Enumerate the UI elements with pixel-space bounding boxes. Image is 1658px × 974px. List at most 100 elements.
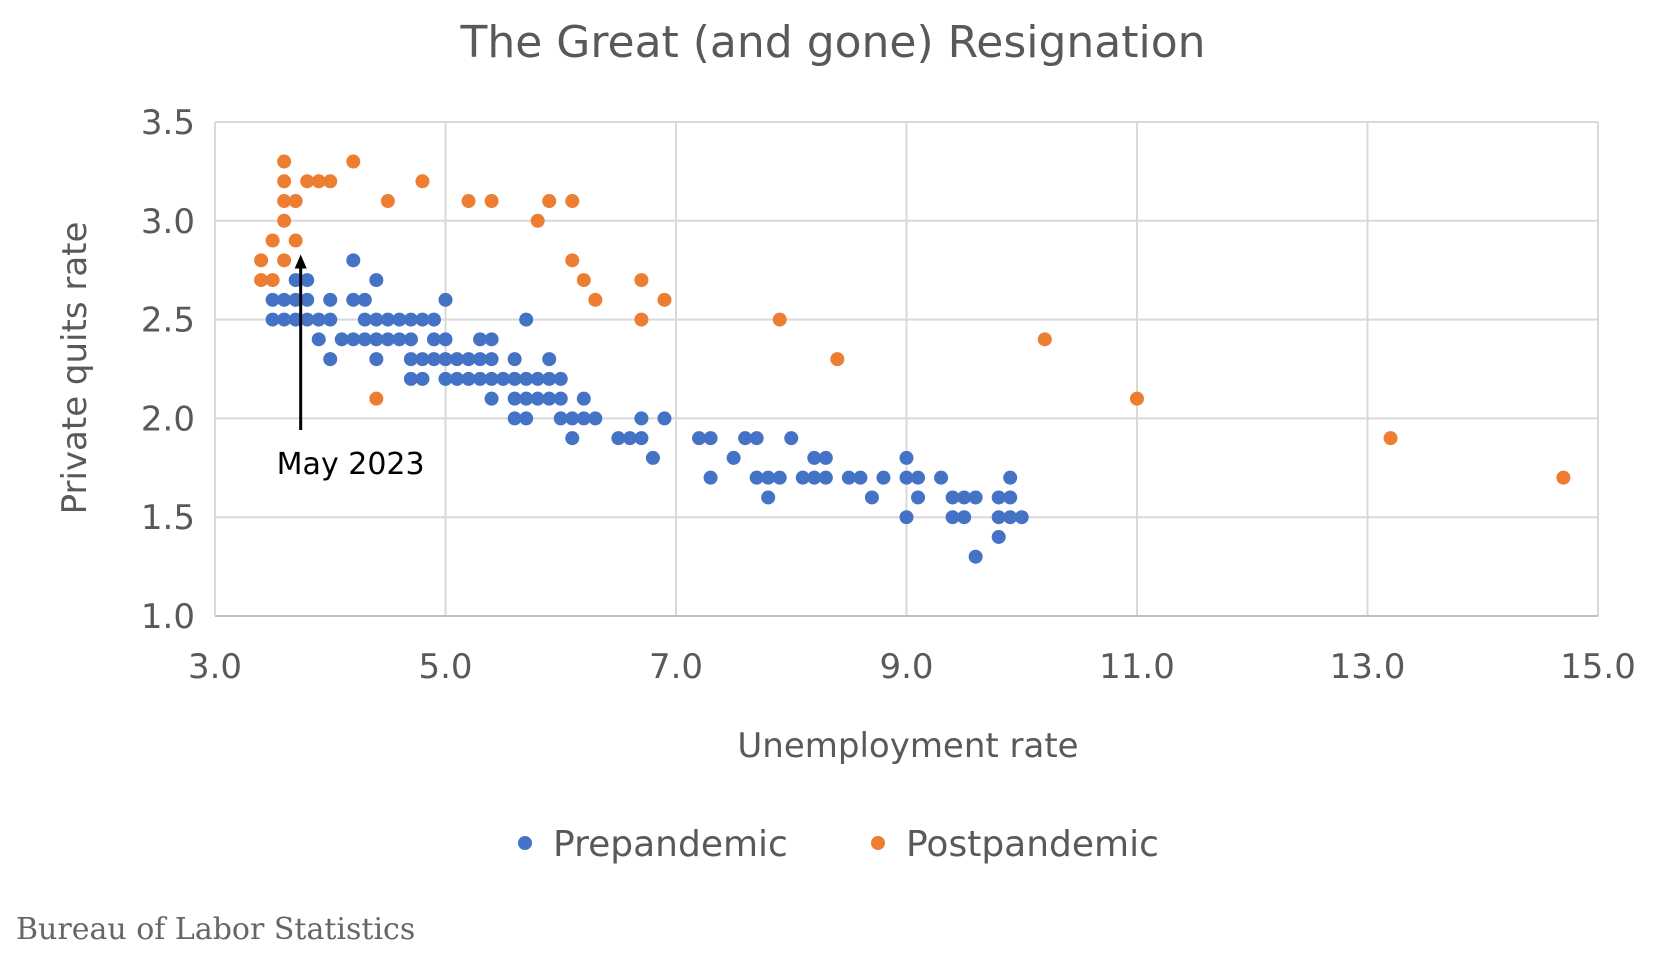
data-point <box>634 273 649 288</box>
data-point <box>254 273 269 288</box>
data-point <box>1037 332 1052 347</box>
data-point <box>530 391 545 406</box>
data-point <box>784 431 799 446</box>
data-point <box>542 352 557 367</box>
data-point <box>622 431 637 446</box>
data-point <box>380 194 395 209</box>
data-point <box>438 332 453 347</box>
data-point <box>507 411 522 426</box>
annotation-label: May 2023 <box>277 447 425 482</box>
data-point <box>507 391 522 406</box>
data-point <box>277 174 292 189</box>
data-point <box>392 312 407 327</box>
data-point <box>830 352 845 367</box>
data-point <box>461 352 476 367</box>
y-tick-label: 3.0 <box>141 202 195 242</box>
data-point <box>300 312 315 327</box>
x-tick-label: 13.0 <box>1330 647 1406 687</box>
legend-label-prepandemic: Prepandemic <box>553 824 788 865</box>
data-point <box>565 194 580 209</box>
data-point <box>415 352 430 367</box>
data-point <box>968 490 983 505</box>
data-point <box>749 431 764 446</box>
data-point <box>957 490 972 505</box>
data-point <box>911 470 926 485</box>
data-point <box>911 490 926 505</box>
data-point <box>749 470 764 485</box>
data-point <box>473 332 488 347</box>
data-point <box>576 273 591 288</box>
data-point <box>357 292 372 307</box>
data-point <box>415 174 430 189</box>
data-point <box>692 431 707 446</box>
data-point <box>611 431 626 446</box>
x-tick-label: 11.0 <box>1099 647 1175 687</box>
data-point <box>323 292 338 307</box>
data-point <box>818 470 833 485</box>
data-point <box>438 352 453 367</box>
data-point <box>473 352 488 367</box>
data-point <box>553 391 568 406</box>
y-tick-label: 1.5 <box>141 498 195 538</box>
data-point <box>311 312 326 327</box>
data-point <box>1383 431 1398 446</box>
data-point <box>991 490 1006 505</box>
data-point <box>542 194 557 209</box>
annotation-arrow-head <box>294 254 307 269</box>
data-points <box>254 154 1571 564</box>
x-tick-label: 7.0 <box>649 647 703 687</box>
legend-marker-postpandemic <box>871 836 885 850</box>
data-point <box>634 411 649 426</box>
data-point <box>657 411 672 426</box>
data-point <box>369 273 384 288</box>
y-tick-label: 3.5 <box>141 103 195 143</box>
legend-marker-prepandemic <box>518 836 532 850</box>
y-tick-labels: 1.0 1.5 2.0 2.5 3.0 3.5 <box>141 103 195 637</box>
data-point <box>369 352 384 367</box>
x-tick-label: 15.0 <box>1560 647 1636 687</box>
data-point <box>738 431 753 446</box>
data-point <box>484 194 499 209</box>
data-point <box>519 371 534 386</box>
series-postpandemic <box>254 154 1571 485</box>
data-point <box>899 470 914 485</box>
data-point <box>277 292 292 307</box>
data-point <box>323 312 338 327</box>
data-point <box>277 154 292 169</box>
data-point <box>403 352 418 367</box>
data-point <box>415 312 430 327</box>
data-point <box>346 154 361 169</box>
data-point <box>565 431 580 446</box>
data-point <box>415 371 430 386</box>
data-point <box>530 371 545 386</box>
data-point <box>634 431 649 446</box>
data-point <box>542 371 557 386</box>
data-point <box>761 470 776 485</box>
data-point <box>565 411 580 426</box>
data-point <box>968 549 983 564</box>
data-point <box>1014 510 1029 525</box>
data-point <box>277 194 292 209</box>
data-point <box>484 391 499 406</box>
data-point <box>807 450 822 465</box>
data-point <box>311 174 326 189</box>
data-point <box>323 174 338 189</box>
data-point <box>807 470 822 485</box>
data-point <box>1003 510 1018 525</box>
data-point <box>357 312 372 327</box>
data-point <box>634 312 649 327</box>
data-point <box>484 352 499 367</box>
data-point <box>300 273 315 288</box>
y-tick-label: 2.0 <box>141 399 195 439</box>
legend: Prepandemic Postpandemic <box>518 824 1159 865</box>
data-point <box>369 391 384 406</box>
data-point <box>254 253 269 268</box>
data-point <box>450 371 465 386</box>
data-point <box>818 450 833 465</box>
data-point <box>277 312 292 327</box>
data-point <box>588 292 603 307</box>
data-point <box>772 312 787 327</box>
x-tick-label: 5.0 <box>418 647 472 687</box>
data-point <box>945 490 960 505</box>
